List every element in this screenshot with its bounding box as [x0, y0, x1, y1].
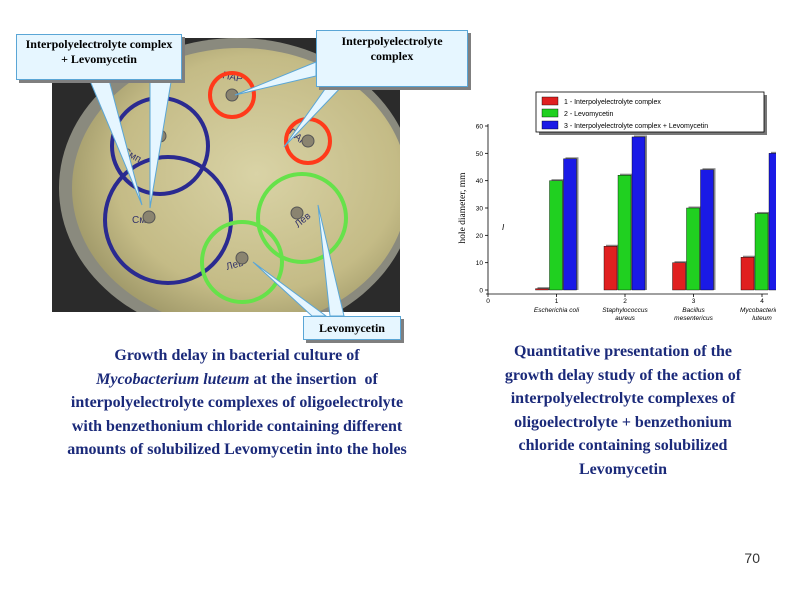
hole: [301, 134, 315, 148]
callout-line: + Levomycetin: [61, 52, 137, 66]
y-tick-label: 30: [476, 206, 484, 213]
legend-label: 3 - Interpolyelectrolyte complex + Levom…: [564, 123, 708, 130]
x-tick-label: 0: [486, 298, 490, 305]
category-label: Mycobacterium: [740, 307, 776, 314]
callout-complex: Interpolyelectrolyte complex: [316, 30, 468, 87]
caption-right: Quantitative presentation of the growth …: [470, 340, 776, 481]
bar-chart: 1 - Interpolyelectrolyte complex 2 - Levo…: [458, 91, 776, 323]
bar: [700, 169, 714, 291]
caption-line: Quantitative presentation of the: [514, 343, 732, 360]
legend-label: 2 - Levomycetin: [564, 111, 614, 118]
bar: [563, 158, 577, 291]
hole: [225, 88, 239, 102]
caption-line: Mycobacterium luteum at the insertion of: [18, 368, 456, 392]
y-tick-label: 0: [479, 288, 483, 295]
bar: [740, 256, 755, 291]
caption-line: oligoelectrolyte + benzethonium: [514, 413, 732, 431]
chart-bars: [535, 135, 776, 291]
caption-line: interpolyelectrolyte complexes of oligoe…: [70, 394, 404, 411]
category-label: Escherichia coli: [534, 307, 580, 314]
callout-line: Levomycetin: [319, 321, 385, 335]
legend-label: 1 - Interpolyelectrolyte complex: [564, 99, 661, 106]
category-label: Staphylococcus: [602, 307, 648, 314]
bar: [754, 213, 769, 291]
y-tick-label: 60: [476, 124, 484, 131]
chart-axes: [485, 124, 768, 297]
category-label: Bacillus: [682, 307, 705, 314]
caption-left: Growth delay in bacterial culture of Myc…: [18, 344, 456, 462]
callout-line: Interpolyelectrolyte complex: [25, 37, 173, 51]
hole: [153, 129, 167, 143]
callout-line: Interpolyelectrolyte: [341, 34, 443, 48]
y-axis-label: hole diameter, mm: [458, 172, 468, 244]
callout-line: complex: [370, 49, 414, 63]
chart-annotation: I: [502, 223, 505, 232]
bar: [768, 153, 776, 291]
category-label: aureus: [615, 315, 636, 322]
caption-line: Growth delay in bacterial culture of: [114, 347, 360, 364]
caption-text: at the insertion of: [249, 370, 378, 388]
hole: [142, 210, 156, 224]
x-tick-label: 4: [760, 298, 764, 305]
chart-labels: 0 10 20 30 40 50 60 0 1 2 3 4 hole diameter, mm I Esch…: [458, 124, 776, 323]
caption-line: amounts of solubilized Levomycetin into …: [67, 441, 407, 458]
y-tick-label: 20: [476, 233, 484, 240]
y-tick-label: 40: [476, 178, 484, 185]
bar: [672, 262, 686, 291]
legend-swatch: [541, 108, 559, 118]
caption-line: Levomycetin: [579, 460, 667, 478]
x-tick-label: 1: [555, 298, 559, 305]
bar: [603, 246, 618, 291]
page-number: 70: [744, 550, 760, 566]
bar: [535, 288, 549, 291]
legend-swatch: [541, 96, 559, 106]
caption-line: interpolyelectrolyte complexes of: [510, 390, 736, 407]
x-tick-label: 3: [692, 298, 696, 305]
y-tick-label: 10: [476, 260, 484, 267]
chart-legend: 1 - Interpolyelectrolyte complex 2 - Levo…: [535, 91, 767, 135]
bar: [617, 174, 632, 291]
bar: [549, 180, 563, 291]
category-label: luteum: [752, 315, 772, 322]
x-tick-label: 2: [623, 298, 627, 305]
bar: [631, 136, 646, 291]
caption-line: chloride containing solubilized: [518, 437, 728, 454]
legend-box: [535, 91, 765, 133]
caption-line: with benzethonium chloride containing di…: [71, 417, 403, 435]
caption-line: growth delay study of the action of: [504, 366, 742, 384]
legend-swatch: [541, 120, 559, 130]
category-label: mesentericus: [674, 315, 713, 322]
y-tick-label: 50: [476, 151, 484, 158]
bar: [686, 207, 700, 291]
callout-complex-plus-levomycetin: Interpolyelectrolyte complex + Levomycet…: [16, 34, 182, 80]
hole: [235, 251, 249, 265]
hole: [290, 206, 304, 220]
caption-species: Mycobacterium luteum: [96, 370, 250, 388]
callout-levomycetin: Levomycetin: [303, 316, 401, 340]
dish-marking: Смп: [132, 215, 152, 226]
